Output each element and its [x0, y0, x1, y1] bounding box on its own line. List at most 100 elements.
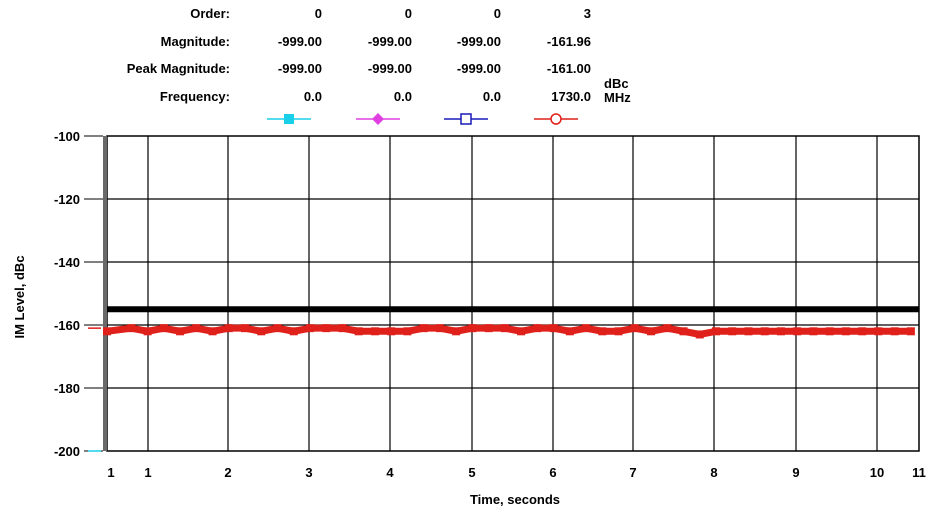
series-point	[192, 324, 201, 333]
x-tick-label: 7	[629, 465, 636, 480]
series-point	[127, 324, 136, 333]
y-tick-label: -160	[54, 318, 80, 333]
series-point	[403, 327, 412, 336]
x-tick-label: 9	[792, 465, 799, 480]
series-point	[825, 327, 834, 336]
x-tick-label: 10	[870, 465, 884, 480]
series-point	[143, 327, 152, 336]
series-point	[517, 327, 526, 336]
series-point	[695, 330, 704, 339]
y-tick-label: -200	[54, 444, 80, 459]
series-point	[419, 324, 428, 333]
peak-magnitude-value: -999.00	[367, 61, 412, 76]
x-tick-label: 6	[549, 465, 556, 480]
magnitude-value: -161.96	[546, 34, 591, 49]
series-point	[858, 327, 867, 336]
series-point	[435, 324, 444, 333]
series-point	[500, 324, 509, 333]
y-tick-label: -180	[54, 381, 80, 396]
series-point	[760, 327, 769, 336]
x-tick-label: 3	[305, 465, 312, 480]
series-point	[370, 327, 379, 336]
series-point	[744, 327, 753, 336]
series-point	[224, 324, 233, 333]
plot-frame	[103, 135, 920, 452]
series-point	[582, 324, 591, 333]
series-point	[484, 324, 493, 333]
peak-magnitude-value: -161.00	[546, 61, 591, 76]
peak-magnitude-value: -999.00	[277, 61, 322, 76]
series-point	[468, 324, 477, 333]
series-point	[728, 327, 737, 336]
chart-grid	[107, 136, 919, 451]
y-tick-labels: -100 -120 -140 -160 -180 -200	[54, 129, 103, 459]
frequency-value: 1730.0	[551, 89, 591, 104]
series-point	[598, 327, 607, 336]
magnitude-label: Magnitude:	[160, 34, 230, 49]
series-point	[241, 324, 250, 333]
legend-diamond-marker	[372, 113, 384, 125]
order-label: Order:	[190, 6, 230, 21]
x-tick-label: 1	[144, 465, 151, 480]
series-point	[354, 327, 363, 336]
x-tick-label: 5	[468, 465, 475, 480]
series-point	[874, 327, 883, 336]
series-point	[452, 327, 461, 336]
series-point	[338, 324, 347, 333]
order-value: 0	[404, 6, 412, 21]
order-value: 3	[583, 6, 591, 21]
y-tick-label: -140	[54, 255, 80, 270]
frequency-label: Frequency:	[159, 89, 230, 104]
series-point	[208, 327, 217, 336]
series-point	[776, 327, 785, 336]
frequency-value: 0.0	[303, 89, 322, 104]
legend-circle-marker	[550, 113, 562, 125]
series-point	[159, 324, 168, 333]
series-point	[614, 327, 623, 336]
x-tick-label: 11	[912, 465, 926, 480]
x-tick-label: 1	[107, 465, 114, 480]
series-point	[273, 324, 282, 333]
x-tick-label: 8	[710, 465, 717, 480]
series-point	[549, 324, 558, 333]
x-axis-title: Time, seconds	[470, 492, 560, 507]
y-tick-label: -100	[54, 129, 80, 144]
peak-magnitude-label: Peak Magnitude:	[126, 61, 230, 76]
series-point	[533, 324, 542, 333]
frequency-unit: MHz	[604, 90, 631, 105]
left-axis-shadow	[103, 136, 107, 451]
series-point	[663, 324, 672, 333]
series-point	[289, 327, 298, 336]
magnitude-value: -999.00	[277, 34, 322, 49]
series-point	[257, 327, 266, 336]
series-point	[565, 327, 574, 336]
x-tick-label: 4	[386, 465, 394, 480]
y-axis-title: IM Level, dBc	[12, 255, 27, 338]
magnitude-unit: dBc	[604, 76, 629, 91]
series-point	[176, 327, 185, 336]
magnitude-value: -999.00	[456, 34, 501, 49]
series-point	[647, 327, 656, 336]
x-tick-label: 2	[224, 465, 231, 480]
plot-border	[106, 135, 920, 452]
x-tick-labels: 1 1 2 3 4 5 6 7 8 9 10 11	[107, 465, 925, 480]
series-point	[387, 327, 396, 336]
series-point	[890, 327, 899, 336]
frequency-value: 0.0	[393, 89, 412, 104]
magnitude-value: -999.00	[367, 34, 412, 49]
series-group	[103, 324, 915, 339]
series-point	[712, 327, 720, 336]
legend-markers	[267, 113, 578, 125]
series-point	[906, 327, 915, 336]
peak-magnitude-value: -999.00	[456, 61, 501, 76]
series-point	[809, 327, 818, 336]
order-value: 0	[314, 6, 322, 21]
y-tick-label: -120	[54, 192, 80, 207]
legend-open-square-marker	[460, 113, 472, 125]
series-point	[322, 324, 331, 333]
legend-square-marker	[284, 114, 294, 124]
series-point	[793, 327, 802, 336]
series-point	[841, 327, 850, 336]
series-point	[306, 324, 314, 333]
